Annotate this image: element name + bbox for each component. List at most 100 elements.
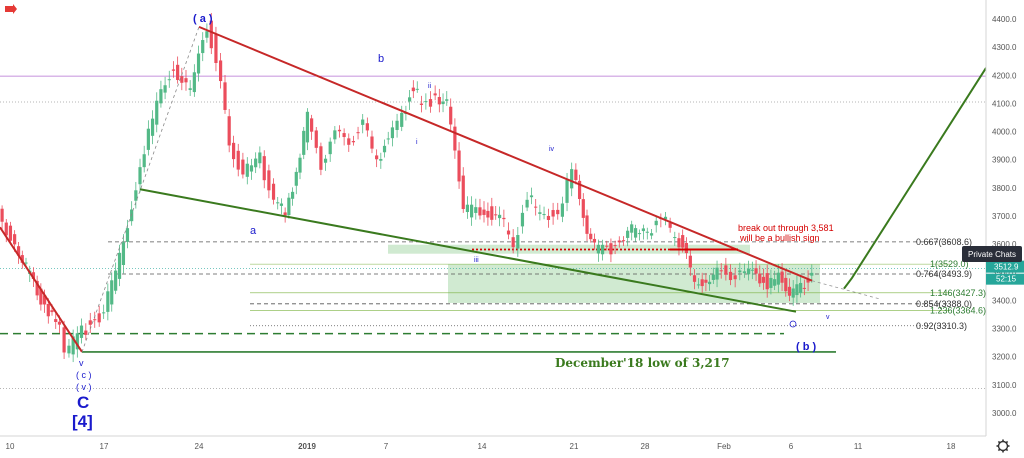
gear-icon[interactable] bbox=[996, 439, 1010, 453]
candle-body-132 bbox=[556, 209, 560, 215]
candle-body-28 bbox=[114, 270, 118, 291]
candle-body-48 bbox=[196, 53, 201, 74]
candle-body-41 bbox=[167, 79, 171, 81]
candle-body-128 bbox=[538, 212, 542, 214]
candle-body-87 bbox=[365, 123, 369, 131]
price-badge bbox=[986, 260, 1024, 273]
wave-v-circle bbox=[789, 320, 797, 328]
candle-body-155 bbox=[649, 233, 654, 236]
y-axis-panel bbox=[986, 0, 1024, 458]
candle-body-14 bbox=[54, 319, 58, 322]
candle-body-43 bbox=[176, 64, 180, 80]
candle-body-88 bbox=[370, 136, 374, 149]
projection-trendline bbox=[843, 67, 987, 290]
candle-body-30 bbox=[121, 242, 126, 265]
candle-body-135 bbox=[570, 169, 574, 189]
candle-body-195 bbox=[810, 272, 814, 276]
arrow-icon bbox=[5, 4, 17, 14]
candle-body-104 bbox=[437, 96, 441, 105]
candle-body-168 bbox=[704, 279, 708, 283]
candle-body-33 bbox=[134, 190, 138, 201]
candle-body-102 bbox=[428, 99, 433, 107]
candle-body-127 bbox=[534, 206, 538, 208]
x-tick-label-8: Feb bbox=[717, 442, 731, 451]
candle-body-149 bbox=[626, 230, 630, 238]
candle-body-138 bbox=[581, 199, 585, 218]
candle-body-194 bbox=[806, 278, 810, 283]
fib-label-3: 0.764(3493.9) bbox=[916, 269, 972, 279]
candle-body-134 bbox=[565, 179, 569, 203]
candle-body-68 bbox=[283, 212, 287, 216]
time-badge-text: 52:15 bbox=[996, 275, 1017, 284]
y-tick-label-14: 4400.0 bbox=[992, 15, 1017, 24]
gear-icon-tooth-1[interactable] bbox=[1005, 448, 1009, 452]
y-tick-label-5: 3500.0 bbox=[992, 268, 1017, 277]
candle-body-12 bbox=[46, 304, 50, 317]
private-chats-button[interactable]: Private Chats bbox=[962, 246, 1022, 262]
candle-body-121 bbox=[506, 230, 511, 235]
candle-body-66 bbox=[276, 202, 280, 204]
y-tick-label-9: 3900.0 bbox=[992, 156, 1017, 165]
candle-body-70 bbox=[290, 191, 295, 199]
gear-icon-tooth-3[interactable] bbox=[997, 448, 1001, 452]
candle-body-84 bbox=[351, 141, 356, 143]
candle-body-82 bbox=[342, 133, 346, 138]
december-low-note: December'18 low of 3,217 bbox=[555, 356, 730, 370]
candle-body-22 bbox=[88, 320, 92, 325]
candle-body-25 bbox=[102, 312, 106, 314]
candle-body-53 bbox=[218, 60, 223, 82]
candle-body-114 bbox=[478, 207, 482, 216]
candle-body-169 bbox=[708, 281, 712, 285]
fib-label-4: 0.854(3388.0) bbox=[916, 299, 972, 309]
fib-green-label-1: 1.146(3427.3) bbox=[930, 288, 986, 298]
candle-body-38 bbox=[155, 100, 159, 125]
candle-body-140 bbox=[589, 233, 593, 240]
candle-body-143 bbox=[600, 244, 605, 255]
candle-body-54 bbox=[223, 82, 227, 110]
candle-body-129 bbox=[542, 214, 546, 216]
candle-body-46 bbox=[188, 88, 192, 90]
wave-label-v-paren: ( v ) bbox=[76, 382, 92, 392]
candle-body-186 bbox=[776, 272, 780, 285]
candle-body-117 bbox=[490, 206, 494, 220]
candle-body-77 bbox=[319, 146, 323, 170]
candle-body-65 bbox=[271, 183, 276, 200]
wave-label-a-top: ( a ) bbox=[193, 13, 213, 25]
x-tick-label-10: 18 bbox=[947, 442, 956, 451]
candle-body-176 bbox=[738, 270, 742, 273]
gear-icon-tooth-7[interactable] bbox=[1005, 440, 1009, 444]
candle-body-156 bbox=[654, 220, 658, 226]
candle-body-100 bbox=[419, 103, 424, 105]
x-tick-label-1: 17 bbox=[100, 442, 109, 451]
x-tick-label-7: 28 bbox=[641, 442, 650, 451]
candle-body-145 bbox=[609, 243, 613, 255]
candle-body-9 bbox=[35, 280, 39, 296]
candle-body-52 bbox=[214, 34, 218, 63]
candle-body-20 bbox=[79, 325, 84, 338]
candle-body-74 bbox=[305, 111, 310, 143]
candle-body-165 bbox=[692, 275, 697, 282]
candle-body-79 bbox=[328, 141, 332, 155]
candle-body-13 bbox=[50, 310, 54, 313]
candle-body-192 bbox=[799, 282, 803, 294]
candle-body-93 bbox=[390, 127, 395, 139]
candle-body-11 bbox=[42, 295, 47, 305]
candle-body-171 bbox=[715, 267, 719, 280]
candle-body-167 bbox=[700, 279, 704, 287]
wave-label-big-c: C bbox=[77, 393, 89, 412]
y-tick-label-8: 3800.0 bbox=[992, 184, 1017, 193]
private-chats-bg[interactable] bbox=[962, 246, 1022, 262]
candle-body-89 bbox=[375, 155, 379, 160]
candle-body-105 bbox=[441, 101, 445, 105]
candle-body-2 bbox=[8, 225, 13, 241]
candle-body-150 bbox=[630, 224, 634, 233]
breakout-note-line2: will be a bullish sign bbox=[739, 233, 820, 243]
gear-icon-tooth-5[interactable] bbox=[997, 440, 1001, 444]
candle-body-8 bbox=[31, 272, 36, 280]
candle-body-147 bbox=[617, 240, 621, 243]
candle-body-181 bbox=[758, 273, 762, 284]
candle-body-122 bbox=[511, 237, 515, 248]
candle-body-59 bbox=[245, 163, 249, 177]
candle-body-126 bbox=[529, 195, 534, 198]
candle-body-19 bbox=[75, 333, 79, 350]
